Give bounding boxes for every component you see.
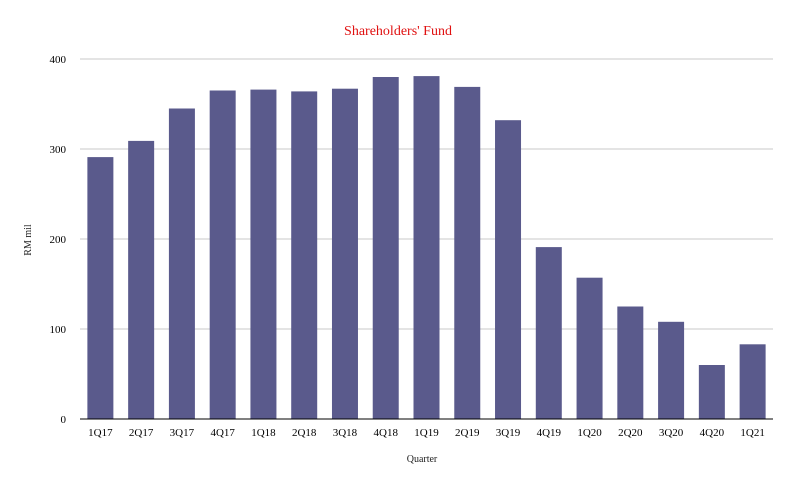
y-tick-label: 400 (50, 54, 67, 66)
x-tick-label: 1Q17 (88, 427, 113, 439)
x-axis-ticks: 1Q17 2Q17 3Q17 4Q17 1Q18 2Q18 3Q18 4Q18 1Q19 2Q19… (88, 427, 765, 439)
bar-1Q21 (739, 344, 766, 419)
bar-1Q19 (413, 76, 440, 419)
x-tick-label: 3Q19 (496, 427, 521, 439)
x-tick-label: 4Q19 (537, 427, 562, 439)
bar-1Q18 (250, 89, 277, 419)
x-tick-label: 2Q18 (292, 427, 317, 439)
y-tick-label: 0 (61, 414, 67, 426)
bar-2Q20 (617, 306, 644, 419)
bar-1Q17 (87, 157, 114, 419)
y-axis-ticks: 0 100 200 300 400 (50, 54, 67, 426)
y-tick-label: 100 (50, 324, 67, 336)
x-tick-label: 1Q18 (251, 427, 276, 439)
bar-4Q20 (698, 365, 725, 419)
bar-2Q19 (454, 86, 481, 420)
bar-4Q19 (535, 247, 562, 419)
x-tick-label: 4Q20 (700, 427, 725, 439)
x-axis-title: Quarter (407, 454, 438, 465)
y-axis-title: RM mil (23, 224, 34, 256)
bar-4Q17 (209, 90, 236, 419)
x-tick-label: 1Q21 (740, 427, 764, 439)
bar-3Q18 (331, 88, 358, 419)
bar-2Q18 (291, 91, 318, 420)
x-tick-label: 1Q20 (577, 427, 602, 439)
x-tick-label: 1Q19 (414, 427, 439, 439)
bar-3Q19 (495, 120, 522, 419)
x-tick-label: 3Q18 (333, 427, 358, 439)
bar-3Q17 (168, 108, 195, 419)
x-tick-label: 4Q17 (210, 427, 235, 439)
chart-title: Shareholders' Fund (344, 24, 452, 39)
bar-2Q17 (128, 140, 155, 419)
bar-4Q18 (372, 77, 399, 419)
y-tick-label: 300 (50, 144, 67, 156)
y-tick-label: 200 (50, 234, 67, 246)
x-tick-label: 2Q17 (129, 427, 154, 439)
x-tick-label: 4Q18 (374, 427, 399, 439)
x-tick-label: 3Q20 (659, 427, 684, 439)
x-tick-label: 3Q17 (170, 427, 195, 439)
bar-3Q20 (658, 321, 685, 419)
bars (87, 76, 766, 420)
x-tick-label: 2Q20 (618, 427, 643, 439)
x-tick-label: 2Q19 (455, 427, 480, 439)
bar-1Q20 (576, 277, 603, 419)
